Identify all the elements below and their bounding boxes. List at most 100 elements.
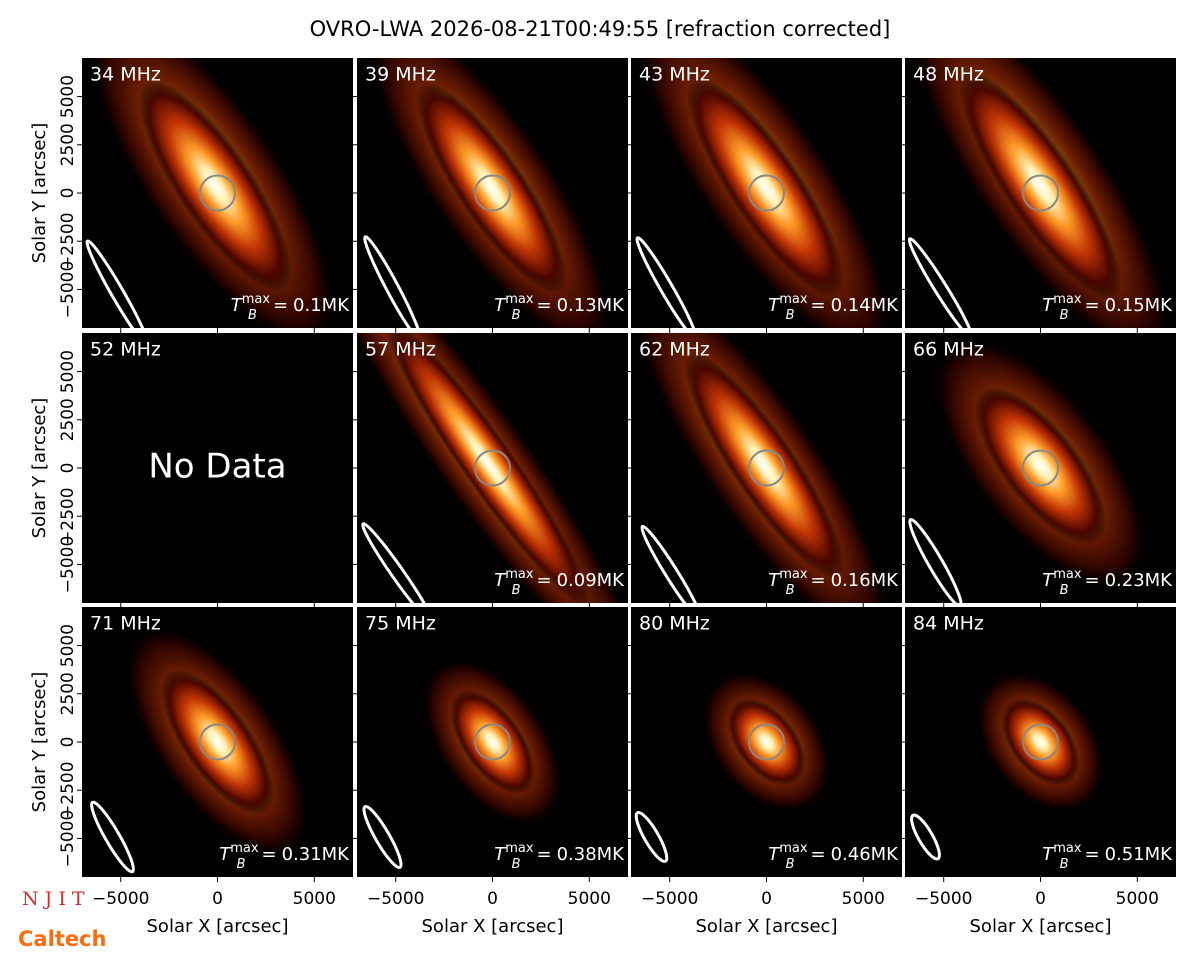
- tb-superscript: max: [779, 841, 808, 856]
- beam: [910, 813, 941, 861]
- emission: [138, 79, 292, 292]
- tb-equals: =: [273, 295, 288, 316]
- tb-superscript: max: [505, 292, 534, 307]
- tb-subscript: B: [248, 308, 257, 323]
- no-data: No Data: [148, 447, 286, 487]
- tb-symbol: T: [494, 570, 507, 591]
- y-tick-label: 5000: [58, 75, 78, 118]
- beam: [362, 804, 403, 870]
- tb-equals: =: [261, 844, 276, 865]
- tb-subscript: B: [237, 857, 246, 872]
- tb-equals: =: [1084, 844, 1099, 865]
- x-tick-label: −5000: [92, 889, 150, 909]
- frequency-label: 43 MHz: [639, 64, 710, 86]
- tb-value: 0.14MK: [831, 295, 900, 316]
- tb-subscript: B: [1060, 857, 1069, 872]
- y-tick-label: −5000: [58, 536, 78, 594]
- beam: [361, 522, 434, 603]
- x-tick-label: 0: [761, 889, 772, 909]
- beam: [85, 239, 150, 328]
- tb-value: 0.51MK: [1105, 844, 1174, 865]
- y-tick-label: 2500: [58, 672, 78, 715]
- tb-equals: =: [536, 570, 551, 591]
- frequency-label: 34 MHz: [90, 64, 161, 86]
- beam: [640, 524, 703, 603]
- y-tick-label: 2500: [58, 123, 78, 166]
- tb-superscript: max: [505, 567, 534, 582]
- solar-disk: [474, 449, 511, 487]
- solar-disk: [748, 723, 785, 761]
- frequency-label: 75 MHz: [365, 613, 436, 635]
- frequency-label: 71 MHz: [90, 613, 161, 635]
- tb-symbol: T: [1042, 844, 1055, 865]
- solar-disk: [748, 449, 785, 487]
- panel-image: [90, 625, 311, 874]
- tb-symbol: T: [1042, 570, 1055, 591]
- solar-disk: [748, 174, 785, 212]
- emission: [384, 333, 591, 603]
- y-tick-label: 0: [58, 737, 78, 748]
- tb-superscript: max: [242, 292, 271, 307]
- beam: [363, 235, 422, 328]
- tb-equals: =: [810, 570, 825, 591]
- y-axis-label: Solar Y [arcsec]: [29, 398, 50, 539]
- solar-disk: [1022, 449, 1059, 487]
- tb-superscript: max: [1053, 567, 1082, 582]
- y-axis-label: Solar Y [arcsec]: [29, 123, 50, 264]
- y-axis-label: Solar Y [arcsec]: [29, 672, 50, 813]
- x-tick-label: 5000: [1116, 889, 1159, 909]
- x-axis-label: Solar X [arcsec]: [970, 916, 1112, 937]
- solar-disk: [474, 174, 511, 212]
- tb-symbol: T: [768, 844, 781, 865]
- y-tick-label: −5000: [58, 261, 78, 319]
- tb-subscript: B: [1060, 583, 1069, 598]
- panel-image: [635, 58, 893, 328]
- tb-equals: =: [536, 844, 551, 865]
- tb-value: 0.15MK: [1105, 295, 1174, 316]
- tb-max-label: Tmax B = 0.51MK: [1042, 841, 1173, 872]
- beam: [90, 800, 135, 874]
- x-tick-label: 5000: [568, 889, 611, 909]
- x-tick-label: −5000: [641, 889, 699, 909]
- beam: [907, 237, 974, 328]
- x-tick-label: −5000: [367, 889, 425, 909]
- x-tick-label: 5000: [842, 889, 885, 909]
- panel: [82, 333, 353, 603]
- beam: [634, 811, 669, 863]
- emission: [686, 77, 845, 297]
- panel-image: [631, 333, 892, 603]
- beam: [908, 518, 963, 603]
- y-tick-label: −2500: [58, 212, 78, 270]
- frequency-label: 84 MHz: [913, 613, 984, 635]
- tb-subscript: B: [786, 857, 795, 872]
- tb-superscript: max: [779, 567, 808, 582]
- tb-subscript: B: [512, 583, 521, 598]
- tb-equals: =: [536, 295, 551, 316]
- y-tick-label: 0: [58, 188, 78, 199]
- tb-subscript: B: [512, 857, 521, 872]
- x-tick-label: 0: [1035, 889, 1046, 909]
- tb-equals: =: [1084, 295, 1099, 316]
- x-tick-label: −5000: [915, 889, 973, 909]
- emission: [161, 669, 274, 815]
- solar-disk: [199, 723, 236, 761]
- tb-subscript: B: [786, 308, 795, 323]
- tb-max-label: Tmax B = 0.23MK: [1042, 567, 1173, 598]
- tb-superscript: max: [1053, 292, 1082, 307]
- x-axis-label: Solar X [arcsec]: [422, 916, 564, 937]
- panel-image: [634, 670, 832, 863]
- emission: [450, 689, 535, 795]
- frequency-label: 80 MHz: [639, 613, 710, 635]
- emission: [1001, 698, 1080, 786]
- frequency-label: 66 MHz: [913, 339, 984, 361]
- tb-symbol: T: [1042, 295, 1055, 316]
- emission: [416, 82, 567, 294]
- tb-max-label: Tmax B = 0.16MK: [768, 567, 899, 598]
- tb-subscript: B: [512, 308, 521, 323]
- logo-caltech: Caltech: [18, 927, 106, 951]
- frequency-label: 57 MHz: [365, 339, 436, 361]
- y-tick-label: 5000: [58, 624, 78, 667]
- logo-njit: N J I T: [22, 888, 85, 910]
- y-tick-label: −5000: [58, 810, 78, 868]
